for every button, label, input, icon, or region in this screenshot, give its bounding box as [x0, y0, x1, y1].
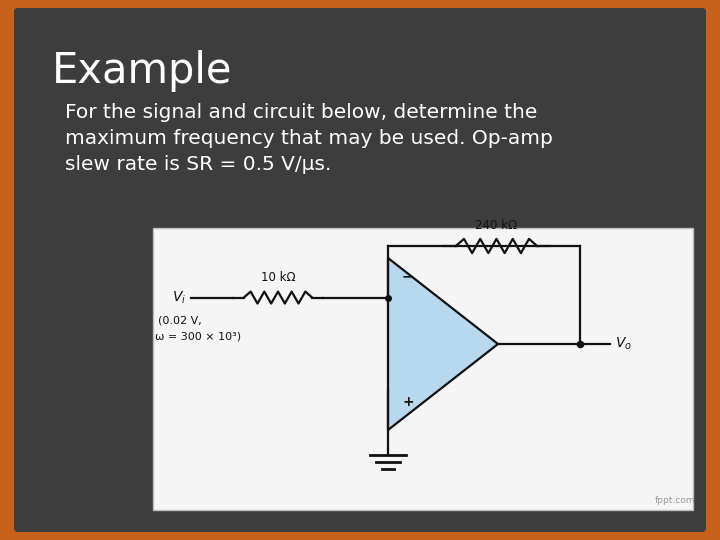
Polygon shape [388, 258, 498, 430]
Text: Example: Example [52, 50, 233, 92]
Text: (0.02 V,: (0.02 V, [158, 315, 202, 326]
Text: 240 kΩ: 240 kΩ [475, 219, 518, 232]
Text: maximum frequency that may be used. Op-amp: maximum frequency that may be used. Op-a… [65, 129, 553, 148]
Text: $V_o$: $V_o$ [615, 336, 632, 352]
Text: For the signal and circuit below, determine the: For the signal and circuit below, determ… [65, 103, 537, 122]
Text: slew rate is SR = 0.5 V/μs.: slew rate is SR = 0.5 V/μs. [65, 155, 331, 174]
Text: fppt.com: fppt.com [654, 496, 695, 505]
Text: −: − [402, 269, 413, 283]
FancyBboxPatch shape [14, 8, 706, 532]
Text: +: + [402, 395, 413, 409]
Text: $V_i$: $V_i$ [172, 289, 186, 306]
Bar [153, 228, 693, 510]
Text: 10 kΩ: 10 kΩ [261, 271, 295, 284]
Text: ω = 300 × 10³): ω = 300 × 10³) [155, 332, 241, 342]
